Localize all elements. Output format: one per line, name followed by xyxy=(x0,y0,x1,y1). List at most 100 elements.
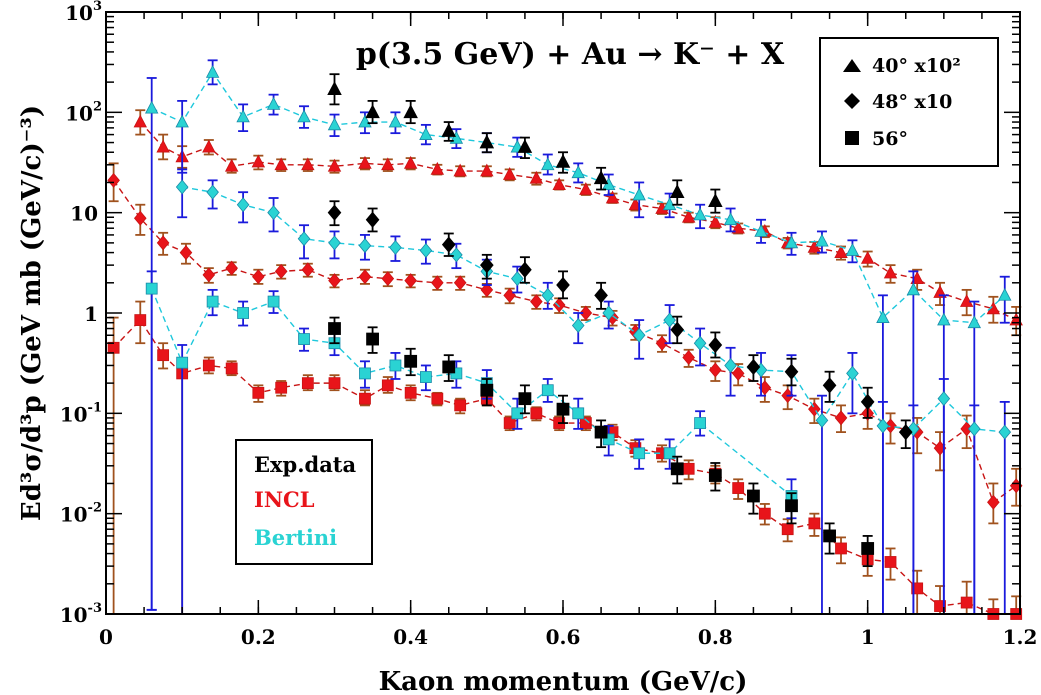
data-point xyxy=(663,447,676,460)
y-tick-label: 10-1 xyxy=(60,400,102,426)
data-point xyxy=(441,236,456,253)
data-point xyxy=(732,482,745,494)
source-bertini: Bertini xyxy=(254,525,337,550)
data-point xyxy=(758,507,771,520)
source-incl: INCL xyxy=(254,487,315,512)
data-point xyxy=(107,172,120,188)
data-point xyxy=(480,163,494,177)
data-point xyxy=(206,295,219,308)
x-tick-label: 0 xyxy=(99,625,113,649)
data-point xyxy=(556,402,570,416)
data-point xyxy=(594,425,608,439)
source-legend-box xyxy=(235,439,373,565)
data-point xyxy=(834,410,848,426)
data-point xyxy=(815,233,829,247)
data-point xyxy=(403,104,418,119)
data-point xyxy=(358,155,372,169)
data-point xyxy=(419,242,433,258)
data-point xyxy=(156,235,170,251)
series-exp-triangle xyxy=(327,73,723,214)
data-point xyxy=(723,212,738,226)
data-point xyxy=(274,263,288,279)
data-point xyxy=(298,333,310,345)
data-point xyxy=(365,104,380,119)
y-tick-label: 1 xyxy=(84,302,98,326)
data-point xyxy=(365,211,380,228)
data-point xyxy=(807,239,822,253)
data-point xyxy=(911,582,924,595)
x-tick-label: 0.8 xyxy=(698,625,733,649)
data-point xyxy=(301,262,315,278)
data-point xyxy=(327,204,342,221)
data-point xyxy=(708,193,723,208)
data-point xyxy=(518,392,532,406)
data-point xyxy=(358,238,372,254)
x-tick-label: 1.2 xyxy=(1003,625,1038,649)
x-tick-label: 0.6 xyxy=(546,625,581,649)
data-point xyxy=(202,359,215,372)
data-point xyxy=(571,165,585,179)
data-point xyxy=(967,315,982,329)
data-point xyxy=(541,157,555,171)
data-point xyxy=(502,167,517,180)
data-point xyxy=(937,391,951,407)
legend-entry-56: 56° xyxy=(872,128,908,150)
y-tick-label: 10-3 xyxy=(60,601,102,627)
data-point xyxy=(328,377,341,390)
data-point xyxy=(453,163,467,177)
source-legend: Exp.data INCL Bertini xyxy=(235,439,373,565)
data-point xyxy=(359,392,371,405)
data-point xyxy=(327,117,342,131)
data-point xyxy=(275,381,288,394)
data-point xyxy=(681,209,696,223)
chart-title: p(3.5 GeV) + Au → K⁻ + X xyxy=(356,37,785,72)
data-point xyxy=(205,64,220,78)
data-point xyxy=(236,109,250,123)
data-point xyxy=(937,312,951,326)
data-point xyxy=(301,377,314,390)
data-point xyxy=(694,417,706,429)
data-point xyxy=(876,310,890,323)
x-tick-label: 0.2 xyxy=(241,625,276,649)
data-point xyxy=(823,529,836,543)
y-tick-label: 103 xyxy=(65,0,102,25)
data-point xyxy=(556,276,570,294)
y-tick-label: 10 xyxy=(70,202,98,226)
data-point xyxy=(175,179,189,195)
data-point xyxy=(453,275,467,291)
x-tick-label: 0.4 xyxy=(393,625,428,649)
data-point xyxy=(883,265,898,279)
legend-entry-40: 40° x10² xyxy=(872,55,961,77)
y-tick-label: 10-2 xyxy=(60,501,102,527)
data-point xyxy=(206,184,219,200)
data-point xyxy=(480,383,494,397)
data-point xyxy=(381,379,394,392)
data-point xyxy=(934,600,946,612)
data-point xyxy=(404,273,417,289)
data-point xyxy=(301,157,315,171)
data-point xyxy=(134,314,147,326)
data-point xyxy=(747,489,760,503)
data-point xyxy=(571,318,585,334)
data-point xyxy=(358,114,372,128)
x-axis-label: Kaon momentum (GeV/c) xyxy=(379,667,748,695)
data-point xyxy=(156,139,170,153)
data-point xyxy=(419,127,433,140)
data-point xyxy=(632,187,646,201)
data-point xyxy=(693,335,707,351)
data-point xyxy=(593,170,609,185)
data-point xyxy=(179,245,193,261)
data-point xyxy=(366,332,379,346)
data-point xyxy=(605,190,620,204)
data-point xyxy=(541,384,554,397)
data-point xyxy=(442,360,456,374)
data-point xyxy=(404,354,418,368)
data-point xyxy=(328,273,341,289)
data-point xyxy=(670,462,684,476)
data-point xyxy=(450,247,463,263)
data-point xyxy=(358,269,372,285)
data-point xyxy=(202,139,216,153)
data-point xyxy=(960,596,973,609)
